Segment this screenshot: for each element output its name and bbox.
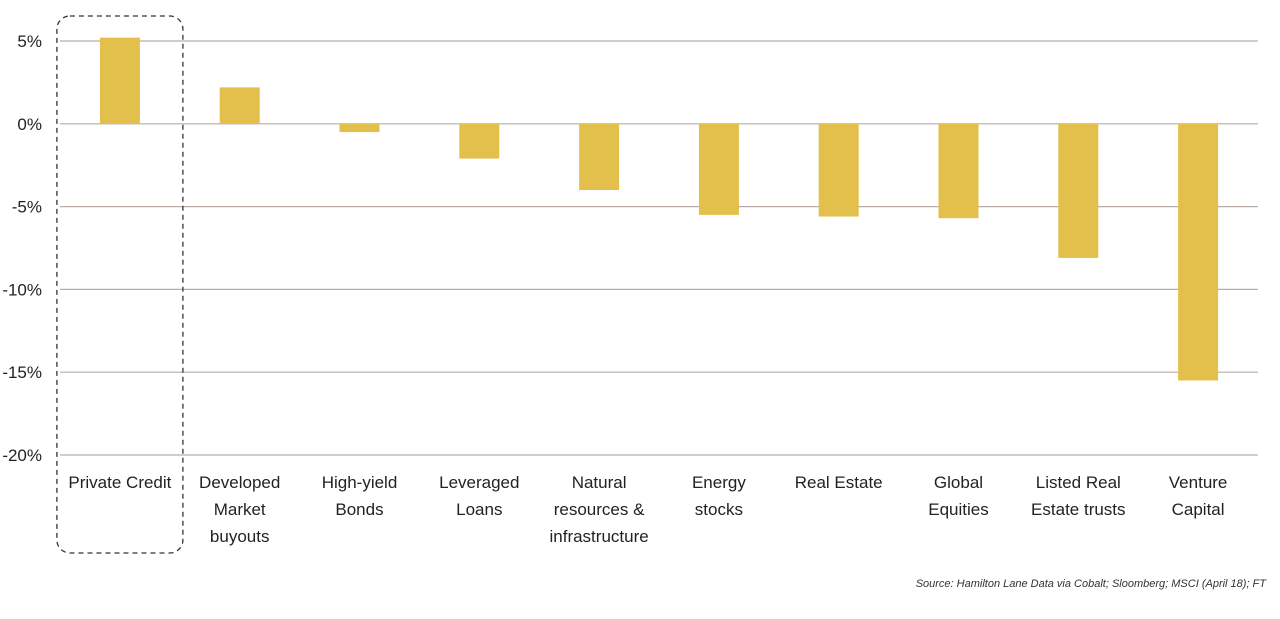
y-tick-label: -10% [2, 280, 42, 299]
x-category-label: High-yield Bonds [322, 473, 398, 519]
y-tick-label: -15% [2, 363, 42, 382]
y-tick-label: -5% [12, 198, 42, 217]
bar [938, 123, 979, 219]
bar [579, 123, 620, 191]
y-tick-label: 5% [17, 32, 42, 51]
bar [219, 87, 260, 124]
bar [1178, 123, 1219, 381]
y-tick-label: -20% [2, 446, 42, 465]
highlight-box [56, 15, 184, 554]
bar [99, 37, 140, 124]
bar [698, 123, 739, 215]
x-category-label: Real Estate [795, 473, 883, 492]
y-tick-label: 0% [17, 115, 42, 134]
x-category-label: Venture Capital [1169, 473, 1228, 519]
source-note: Source: Hamilton Lane Data via Cobalt; S… [915, 578, 1266, 590]
x-category-label: Developed Market buyouts [199, 473, 280, 546]
x-category-label: Leveraged Loans [439, 473, 519, 519]
bar [459, 123, 500, 159]
x-category-label: Global Equities [928, 473, 988, 519]
bar [1058, 123, 1099, 258]
x-category-label: Natural resources & infrastructure [549, 473, 648, 546]
bar [339, 123, 380, 133]
bar [818, 123, 859, 217]
x-category-label: Energy stocks [692, 473, 746, 519]
x-category-label: Private Credit [68, 473, 171, 492]
x-category-label: Listed Real Estate trusts [1031, 473, 1125, 519]
